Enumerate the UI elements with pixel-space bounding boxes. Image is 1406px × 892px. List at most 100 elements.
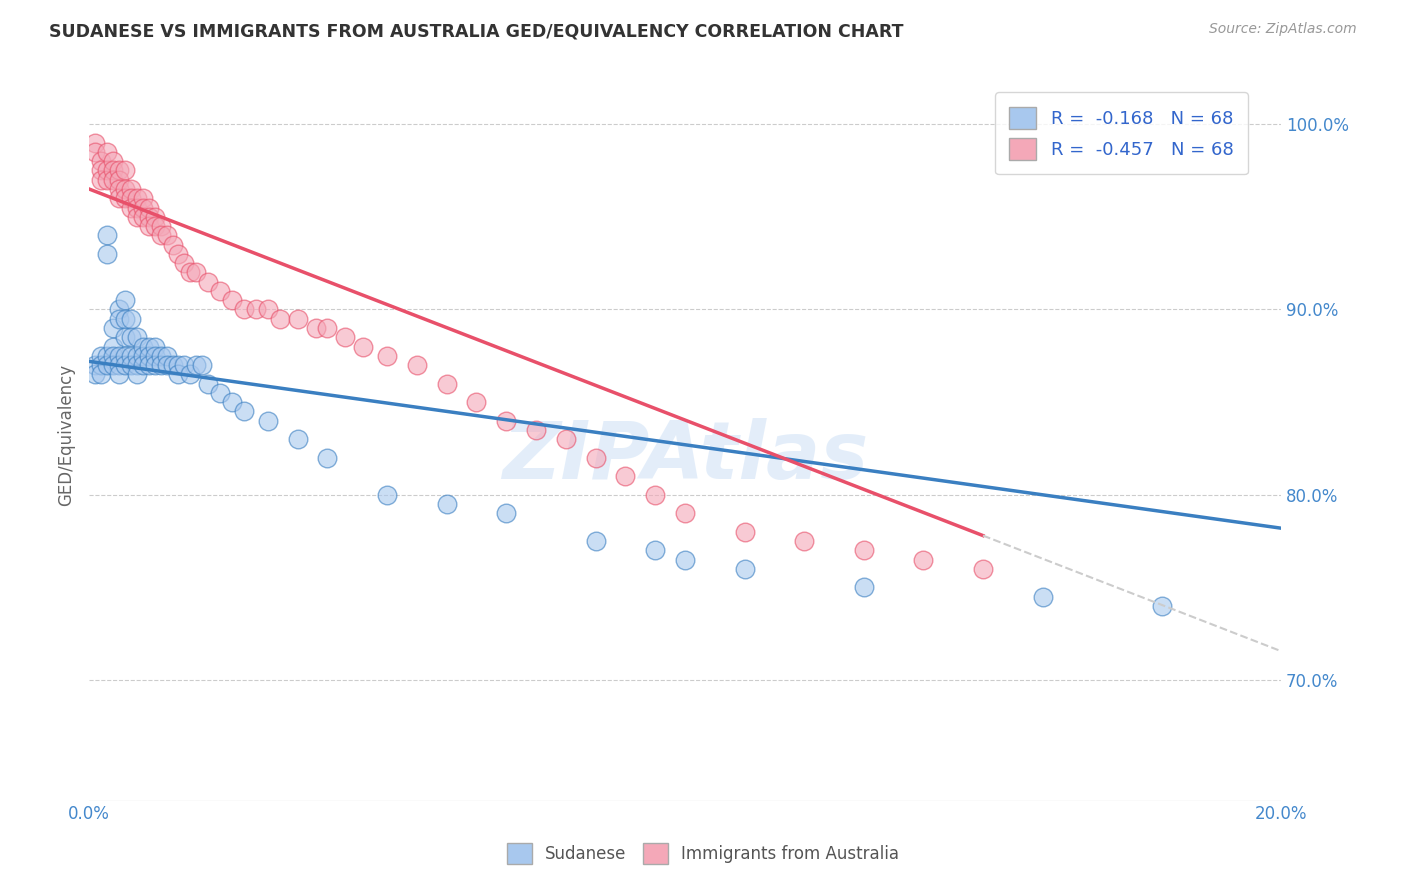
Point: [524, 423, 547, 437]
Point: [131, 210, 153, 224]
Point: [125, 210, 148, 224]
Point: [125, 330, 148, 344]
Point: [108, 349, 131, 363]
Point: [138, 358, 160, 372]
Point: [101, 358, 124, 372]
Point: [114, 349, 136, 363]
Text: ZIPAtlas: ZIPAtlas: [502, 417, 868, 496]
Point: [125, 368, 148, 382]
Point: [120, 349, 142, 363]
Point: [114, 182, 136, 196]
Point: [138, 349, 160, 363]
Point: [191, 358, 214, 372]
Point: [269, 311, 291, 326]
Point: [108, 172, 131, 186]
Point: [84, 145, 107, 159]
Point: [84, 358, 107, 372]
Point: [131, 339, 153, 353]
Point: [179, 265, 201, 279]
Point: [167, 368, 190, 382]
Point: [131, 349, 153, 363]
Point: [221, 395, 243, 409]
Point: [221, 293, 243, 308]
Point: [108, 163, 131, 178]
Point: [155, 358, 177, 372]
Point: [143, 210, 166, 224]
Point: [120, 330, 142, 344]
Point: [125, 201, 148, 215]
Point: [287, 311, 309, 326]
Point: [101, 154, 124, 169]
Point: [143, 339, 166, 353]
Point: [90, 349, 112, 363]
Point: [90, 163, 112, 178]
Point: [101, 349, 124, 363]
Point: [673, 552, 696, 566]
Point: [162, 358, 184, 372]
Point: [209, 284, 232, 298]
Point: [138, 219, 160, 233]
Point: [84, 368, 107, 382]
Point: [793, 534, 815, 549]
Point: [114, 191, 136, 205]
Text: Source: ZipAtlas.com: Source: ZipAtlas.com: [1209, 22, 1357, 37]
Point: [465, 395, 488, 409]
Point: [233, 404, 256, 418]
Point: [304, 321, 326, 335]
Point: [155, 228, 177, 243]
Point: [96, 358, 118, 372]
Point: [101, 321, 124, 335]
Point: [114, 358, 136, 372]
Point: [405, 358, 427, 372]
Point: [316, 321, 339, 335]
Point: [316, 450, 339, 465]
Point: [90, 368, 112, 382]
Point: [96, 172, 118, 186]
Point: [96, 163, 118, 178]
Point: [197, 275, 219, 289]
Point: [120, 311, 142, 326]
Point: [131, 358, 153, 372]
Point: [352, 339, 374, 353]
Point: [233, 302, 256, 317]
Point: [495, 414, 517, 428]
Point: [149, 219, 172, 233]
Point: [167, 358, 190, 372]
Point: [84, 136, 107, 150]
Point: [90, 154, 112, 169]
Point: [90, 358, 112, 372]
Point: [143, 358, 166, 372]
Legend: R =  -0.168   N = 68, R =  -0.457   N = 68: R = -0.168 N = 68, R = -0.457 N = 68: [995, 92, 1249, 174]
Point: [155, 349, 177, 363]
Point: [114, 311, 136, 326]
Text: SUDANESE VS IMMIGRANTS FROM AUSTRALIA GED/EQUIVALENCY CORRELATION CHART: SUDANESE VS IMMIGRANTS FROM AUSTRALIA GE…: [49, 22, 904, 40]
Point: [734, 524, 756, 539]
Point: [120, 201, 142, 215]
Point: [108, 191, 131, 205]
Point: [186, 358, 208, 372]
Point: [138, 201, 160, 215]
Point: [120, 191, 142, 205]
Point: [585, 534, 607, 549]
Point: [186, 265, 208, 279]
Y-axis label: GED/Equivalency: GED/Equivalency: [58, 364, 75, 506]
Point: [614, 469, 637, 483]
Point: [495, 506, 517, 520]
Point: [96, 247, 118, 261]
Point: [149, 349, 172, 363]
Point: [644, 488, 666, 502]
Point: [114, 293, 136, 308]
Point: [173, 358, 195, 372]
Point: [644, 543, 666, 558]
Point: [734, 562, 756, 576]
Point: [375, 349, 398, 363]
Point: [108, 182, 131, 196]
Point: [673, 506, 696, 520]
Point: [138, 339, 160, 353]
Point: [852, 581, 875, 595]
Point: [149, 358, 172, 372]
Point: [138, 210, 160, 224]
Point: [912, 552, 935, 566]
Point: [143, 219, 166, 233]
Point: [108, 302, 131, 317]
